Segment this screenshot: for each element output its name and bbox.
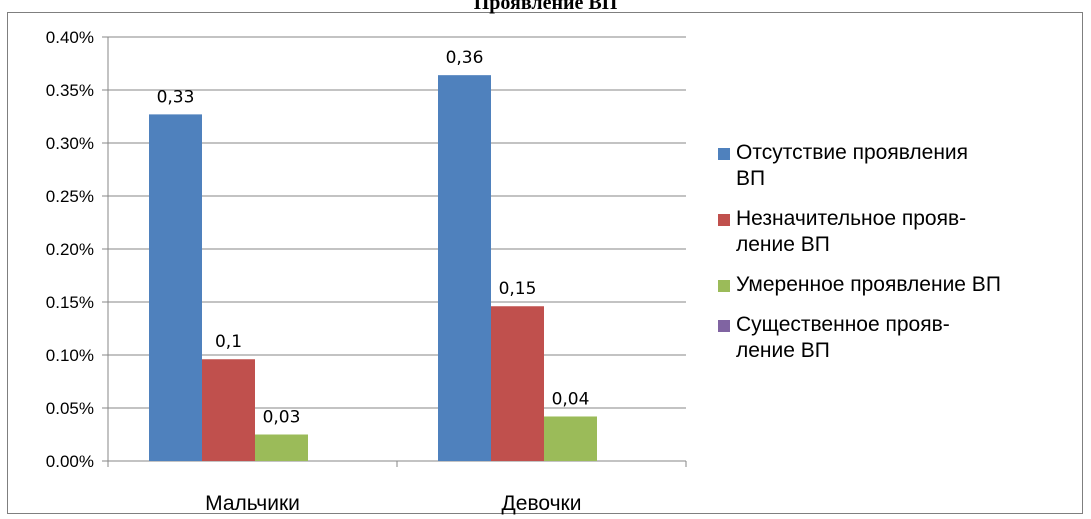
legend-label: Существенное прояв- xyxy=(736,313,950,336)
bar-3-1 xyxy=(255,434,308,461)
legend-item: Существенное прояв-ление ВП xyxy=(718,312,1078,364)
legend: Отсутствие проявления ВП Незначительное пр… xyxy=(718,140,1078,378)
legend-item: Умеренное проявление ВП xyxy=(718,272,1078,298)
data-label: 0,33 xyxy=(157,87,195,107)
category-label: Мальчики xyxy=(205,492,300,515)
y-tick-label: 0.30% xyxy=(46,134,94,153)
bar-2-1 xyxy=(202,359,255,461)
legend-swatch xyxy=(718,320,730,332)
legend-label: Умеренное проявление ВП xyxy=(736,273,1001,296)
legend-swatch xyxy=(718,148,730,160)
bar-1-2 xyxy=(438,75,491,461)
data-label: 0,04 xyxy=(552,389,590,409)
data-label: 0,15 xyxy=(499,279,537,299)
legend-label: ВП xyxy=(736,167,766,190)
data-label: 0,03 xyxy=(263,408,301,428)
data-label: 0,36 xyxy=(446,48,484,68)
y-tick-label: 0.25% xyxy=(46,187,94,206)
legend-label: Незначительное прояв- xyxy=(736,207,967,230)
legend-label: ление ВП xyxy=(736,233,830,256)
bar-2-2 xyxy=(491,306,544,461)
y-tick-label: 0.15% xyxy=(46,293,94,312)
legend-label: Отсутствие проявления xyxy=(736,141,969,164)
legend-item: Отсутствие проявления ВП xyxy=(718,140,1078,192)
chart-title: Проявление ВП xyxy=(473,0,618,14)
legend-label: ление ВП xyxy=(736,339,830,362)
legend-item: Незначительное прояв-ление ВП xyxy=(718,206,1078,258)
category-label: Девочки xyxy=(502,492,582,515)
bar-3-2 xyxy=(544,416,597,461)
y-tick-label: 0.10% xyxy=(46,346,94,365)
y-tick-label: 0.00% xyxy=(46,452,94,471)
y-tick-label: 0.20% xyxy=(46,240,94,259)
legend-swatch xyxy=(718,280,730,292)
legend-swatch xyxy=(718,214,730,226)
bar-1-1 xyxy=(149,114,202,461)
y-tick-label: 0.35% xyxy=(46,81,94,100)
y-tick-label: 0.05% xyxy=(46,399,94,418)
y-tick-label: 0.40% xyxy=(46,28,94,47)
data-label: 0,1 xyxy=(215,332,242,352)
